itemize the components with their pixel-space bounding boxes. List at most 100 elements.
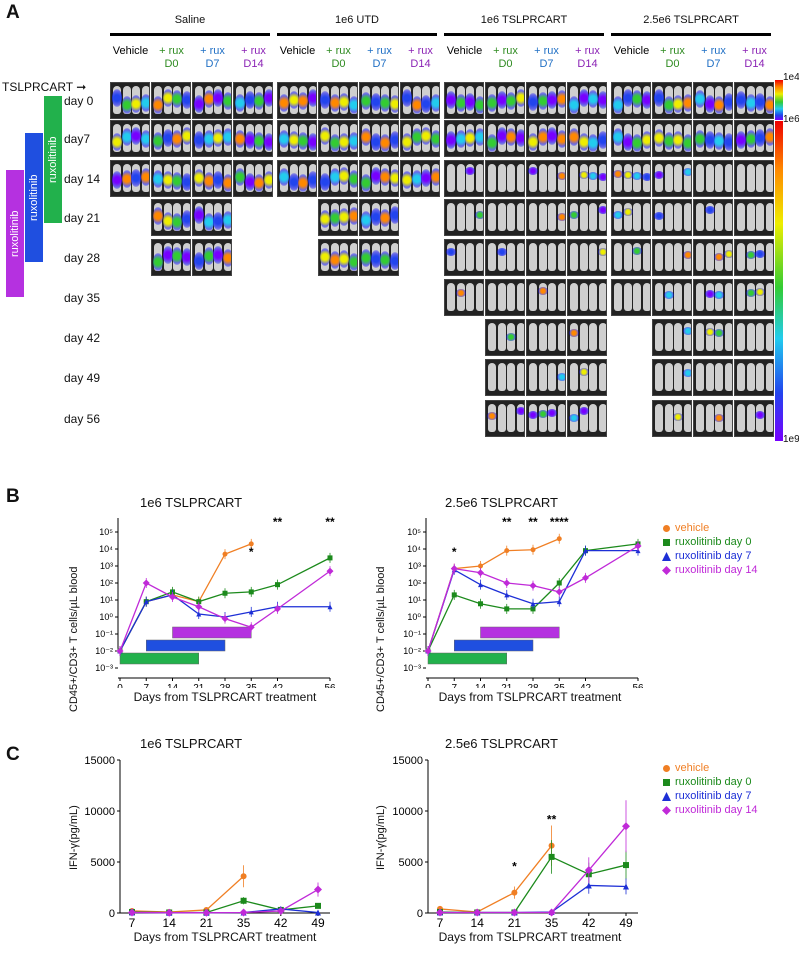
- column-label-top: + rux: [241, 45, 266, 57]
- data-point: [510, 908, 519, 917]
- mouse-silhouette: [447, 283, 455, 311]
- y-tick-label: 15000: [84, 755, 115, 767]
- luminescence-signal: [714, 96, 724, 114]
- y-tick-label: 10⁰: [99, 612, 113, 622]
- luminescence-signal: [569, 414, 579, 422]
- legend-item: ruxolitinib day 7: [662, 549, 758, 563]
- significance-marker: **: [502, 515, 512, 529]
- mouse-silhouette: [655, 243, 663, 271]
- legend-label: ruxolitinib day 14: [675, 804, 758, 816]
- luminescence-signal: [222, 249, 231, 267]
- mouse-silhouette: [737, 243, 745, 271]
- mouse-silhouette: [664, 323, 673, 351]
- chart-c2-title: 2.5e6 TSLPRCART: [445, 736, 558, 751]
- luminescence-signal: [528, 411, 538, 419]
- bioluminescence-image: [110, 120, 150, 157]
- mouse-silhouette: [655, 323, 663, 351]
- luminescence-signal: [244, 91, 255, 109]
- data-point: [116, 647, 124, 655]
- luminescence-signal: [348, 96, 357, 114]
- mouse-silhouette: [642, 203, 650, 231]
- colorbar-top-label: 1e4: [783, 72, 799, 83]
- luminescence-signal: [329, 134, 340, 152]
- bioluminescence-image: [693, 359, 733, 396]
- data-point: [585, 882, 592, 889]
- mouse-silhouette: [674, 203, 682, 231]
- data-point: [327, 555, 333, 561]
- luminescence-signal: [430, 168, 439, 186]
- bioluminescence-image: [359, 82, 399, 119]
- luminescence-signal: [203, 172, 214, 190]
- y-tick-label: 10⁵: [99, 527, 113, 537]
- legend-label: ruxolitinib day 7: [675, 550, 752, 562]
- luminescence-signal: [203, 247, 214, 265]
- bioluminescence-image: [693, 120, 733, 157]
- luminescence-signal: [569, 329, 579, 337]
- luminescence-signal: [411, 96, 422, 114]
- luminescence-signal: [487, 94, 497, 112]
- bioluminescence-image: [277, 120, 317, 157]
- bioluminescence-image: [652, 400, 692, 437]
- significance-marker: *: [452, 545, 457, 559]
- mouse-silhouette: [497, 203, 506, 231]
- luminescence-signal: [153, 96, 163, 114]
- luminescence-signal: [613, 170, 623, 178]
- mouse-silhouette: [557, 243, 565, 271]
- luminescence-signal: [704, 131, 715, 149]
- mouse-silhouette: [538, 404, 547, 432]
- chart-b2-xlabel: Days from TSLPRCART treatment: [438, 690, 622, 704]
- x-tick-label: 42: [272, 683, 284, 688]
- luminescence-signal: [112, 133, 122, 151]
- luminescence-signal: [682, 369, 691, 377]
- luminescence-signal: [695, 90, 705, 108]
- bioluminescence-image: [567, 400, 607, 437]
- panel-c-letter: C: [6, 744, 20, 765]
- column-label-top: + rux: [159, 45, 184, 57]
- bioluminescence-image: [526, 239, 566, 276]
- luminescence-signal: [588, 134, 598, 152]
- luminescence-signal: [320, 248, 330, 266]
- luminescence-signal: [279, 168, 289, 186]
- mouse-silhouette: [683, 164, 691, 192]
- ruxolitinib-bar-d14: ruxolitinib: [6, 170, 24, 297]
- mouse-silhouette: [516, 243, 524, 271]
- luminescence-signal: [578, 133, 589, 151]
- bioluminescence-image: [110, 82, 150, 119]
- luminescence-signal: [222, 92, 231, 110]
- luminescence-signal: [723, 250, 732, 258]
- luminescence-signal: [474, 128, 483, 146]
- chart-c2-ylabel: IFN-γ(pg/mL): [375, 805, 387, 870]
- panel-b-letter: B: [6, 486, 20, 507]
- mouse-silhouette: [538, 323, 547, 351]
- bioluminescence-image: [567, 82, 607, 119]
- mouse-silhouette: [538, 363, 547, 391]
- luminescence-signal: [329, 94, 340, 112]
- mouse-silhouette: [655, 283, 663, 311]
- bioluminescence-image: [693, 279, 733, 316]
- bioluminescence-image: [734, 199, 774, 236]
- mouse-silhouette: [614, 164, 622, 192]
- diamond-marker-icon: [662, 565, 671, 575]
- right-arrow-icon: ➞: [76, 80, 87, 94]
- column-label-top: + rux: [534, 45, 559, 57]
- chart-b1-ylabel: CD45+/CD3+ T cells/µL blood: [68, 566, 80, 712]
- mouse-silhouette: [548, 283, 556, 311]
- column-label: + rux D14: [567, 45, 608, 71]
- column-label: + rux D0: [652, 45, 693, 71]
- luminescence-signal: [121, 96, 132, 114]
- luminescence-signal: [704, 95, 715, 113]
- luminescence-signal: [682, 168, 691, 176]
- luminescence-signal: [682, 94, 691, 112]
- mouse-silhouette: [570, 363, 578, 391]
- data-point: [623, 862, 629, 869]
- chart-c1-title: 1e6 TSLPRCART: [140, 736, 243, 751]
- luminescence-signal: [632, 90, 642, 108]
- luminescence-signal: [506, 92, 516, 110]
- data-point: [222, 590, 228, 596]
- bioluminescence-image: [359, 239, 399, 276]
- luminescence-signal: [298, 174, 308, 192]
- significance-marker: **: [547, 813, 557, 827]
- bioluminescence-image: [526, 199, 566, 236]
- mouse-silhouette: [507, 164, 515, 192]
- series-line: [119, 594, 330, 652]
